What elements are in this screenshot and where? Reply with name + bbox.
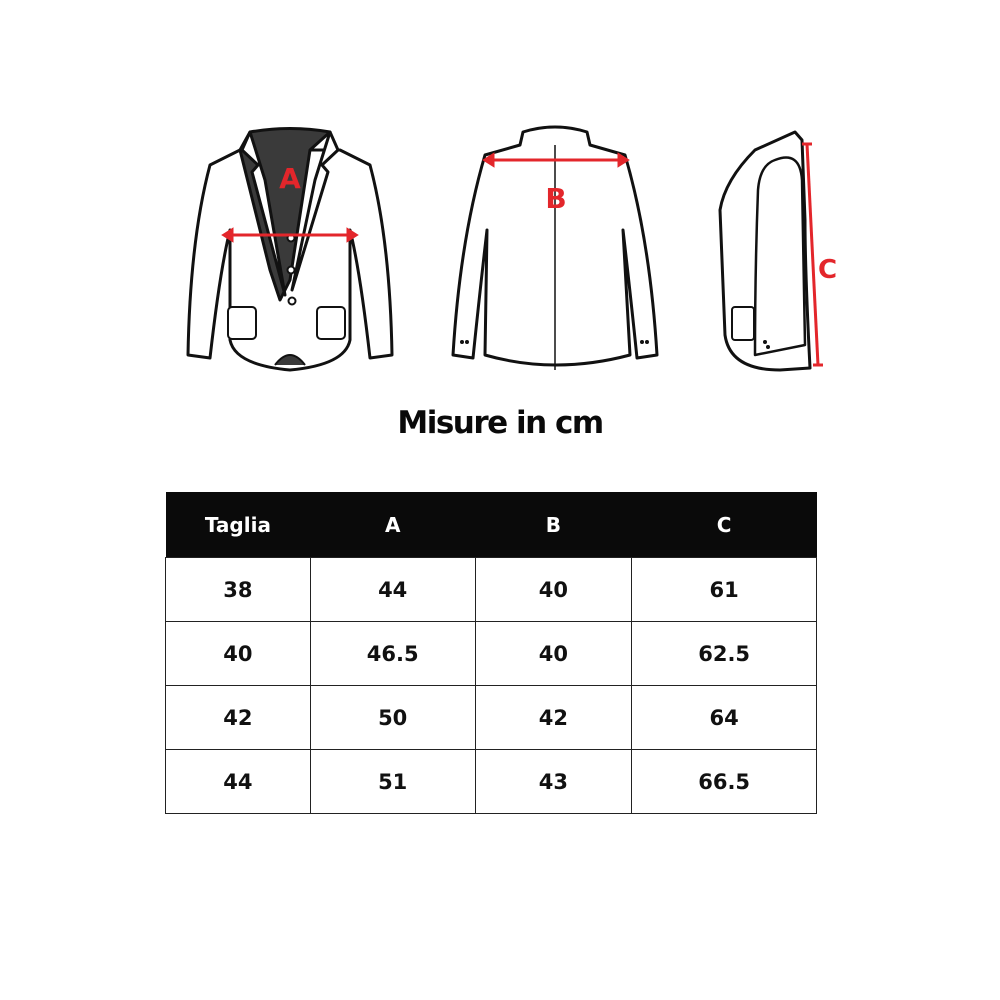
cell-c: 62.5 bbox=[631, 621, 817, 686]
cell-a: 50 bbox=[309, 685, 476, 750]
size-table: Taglia A B C 38 44 40 61 40 46.5 40 62.5… bbox=[165, 492, 817, 814]
cell-b: 42 bbox=[474, 685, 633, 750]
cell-size: 42 bbox=[165, 685, 311, 750]
cell-c: 61 bbox=[631, 557, 817, 622]
table-header-row: Taglia A B C bbox=[165, 492, 817, 558]
table-row: 42 50 42 64 bbox=[165, 685, 817, 750]
cell-a: 51 bbox=[309, 749, 476, 814]
measure-label-c: C bbox=[818, 255, 837, 285]
measure-label-a: A bbox=[279, 162, 301, 195]
header-a: A bbox=[310, 492, 476, 558]
jacket-back-illustration: B bbox=[451, 125, 659, 370]
cell-size: 38 bbox=[165, 557, 311, 622]
header-b: B bbox=[475, 492, 632, 558]
page-title: Misure in cm bbox=[397, 405, 604, 441]
cell-c: 64 bbox=[631, 685, 817, 750]
cell-b: 40 bbox=[474, 557, 633, 622]
table-row: 40 46.5 40 62.5 bbox=[165, 621, 817, 686]
jacket-side-illustration: C bbox=[718, 130, 837, 372]
cell-c: 66.5 bbox=[631, 749, 817, 814]
header-size: Taglia bbox=[165, 492, 311, 558]
cell-size: 40 bbox=[165, 621, 311, 686]
table-row: 44 51 43 66.5 bbox=[165, 749, 817, 814]
cell-a: 44 bbox=[309, 557, 476, 622]
header-c: C bbox=[631, 492, 817, 558]
cell-b: 43 bbox=[474, 749, 633, 814]
measure-label-b: B bbox=[545, 182, 566, 215]
jacket-front-illustration: A bbox=[186, 127, 394, 372]
cell-b: 40 bbox=[474, 621, 633, 686]
cell-a: 46.5 bbox=[309, 621, 476, 686]
table-row: 38 44 40 61 bbox=[165, 557, 817, 622]
cell-size: 44 bbox=[165, 749, 311, 814]
